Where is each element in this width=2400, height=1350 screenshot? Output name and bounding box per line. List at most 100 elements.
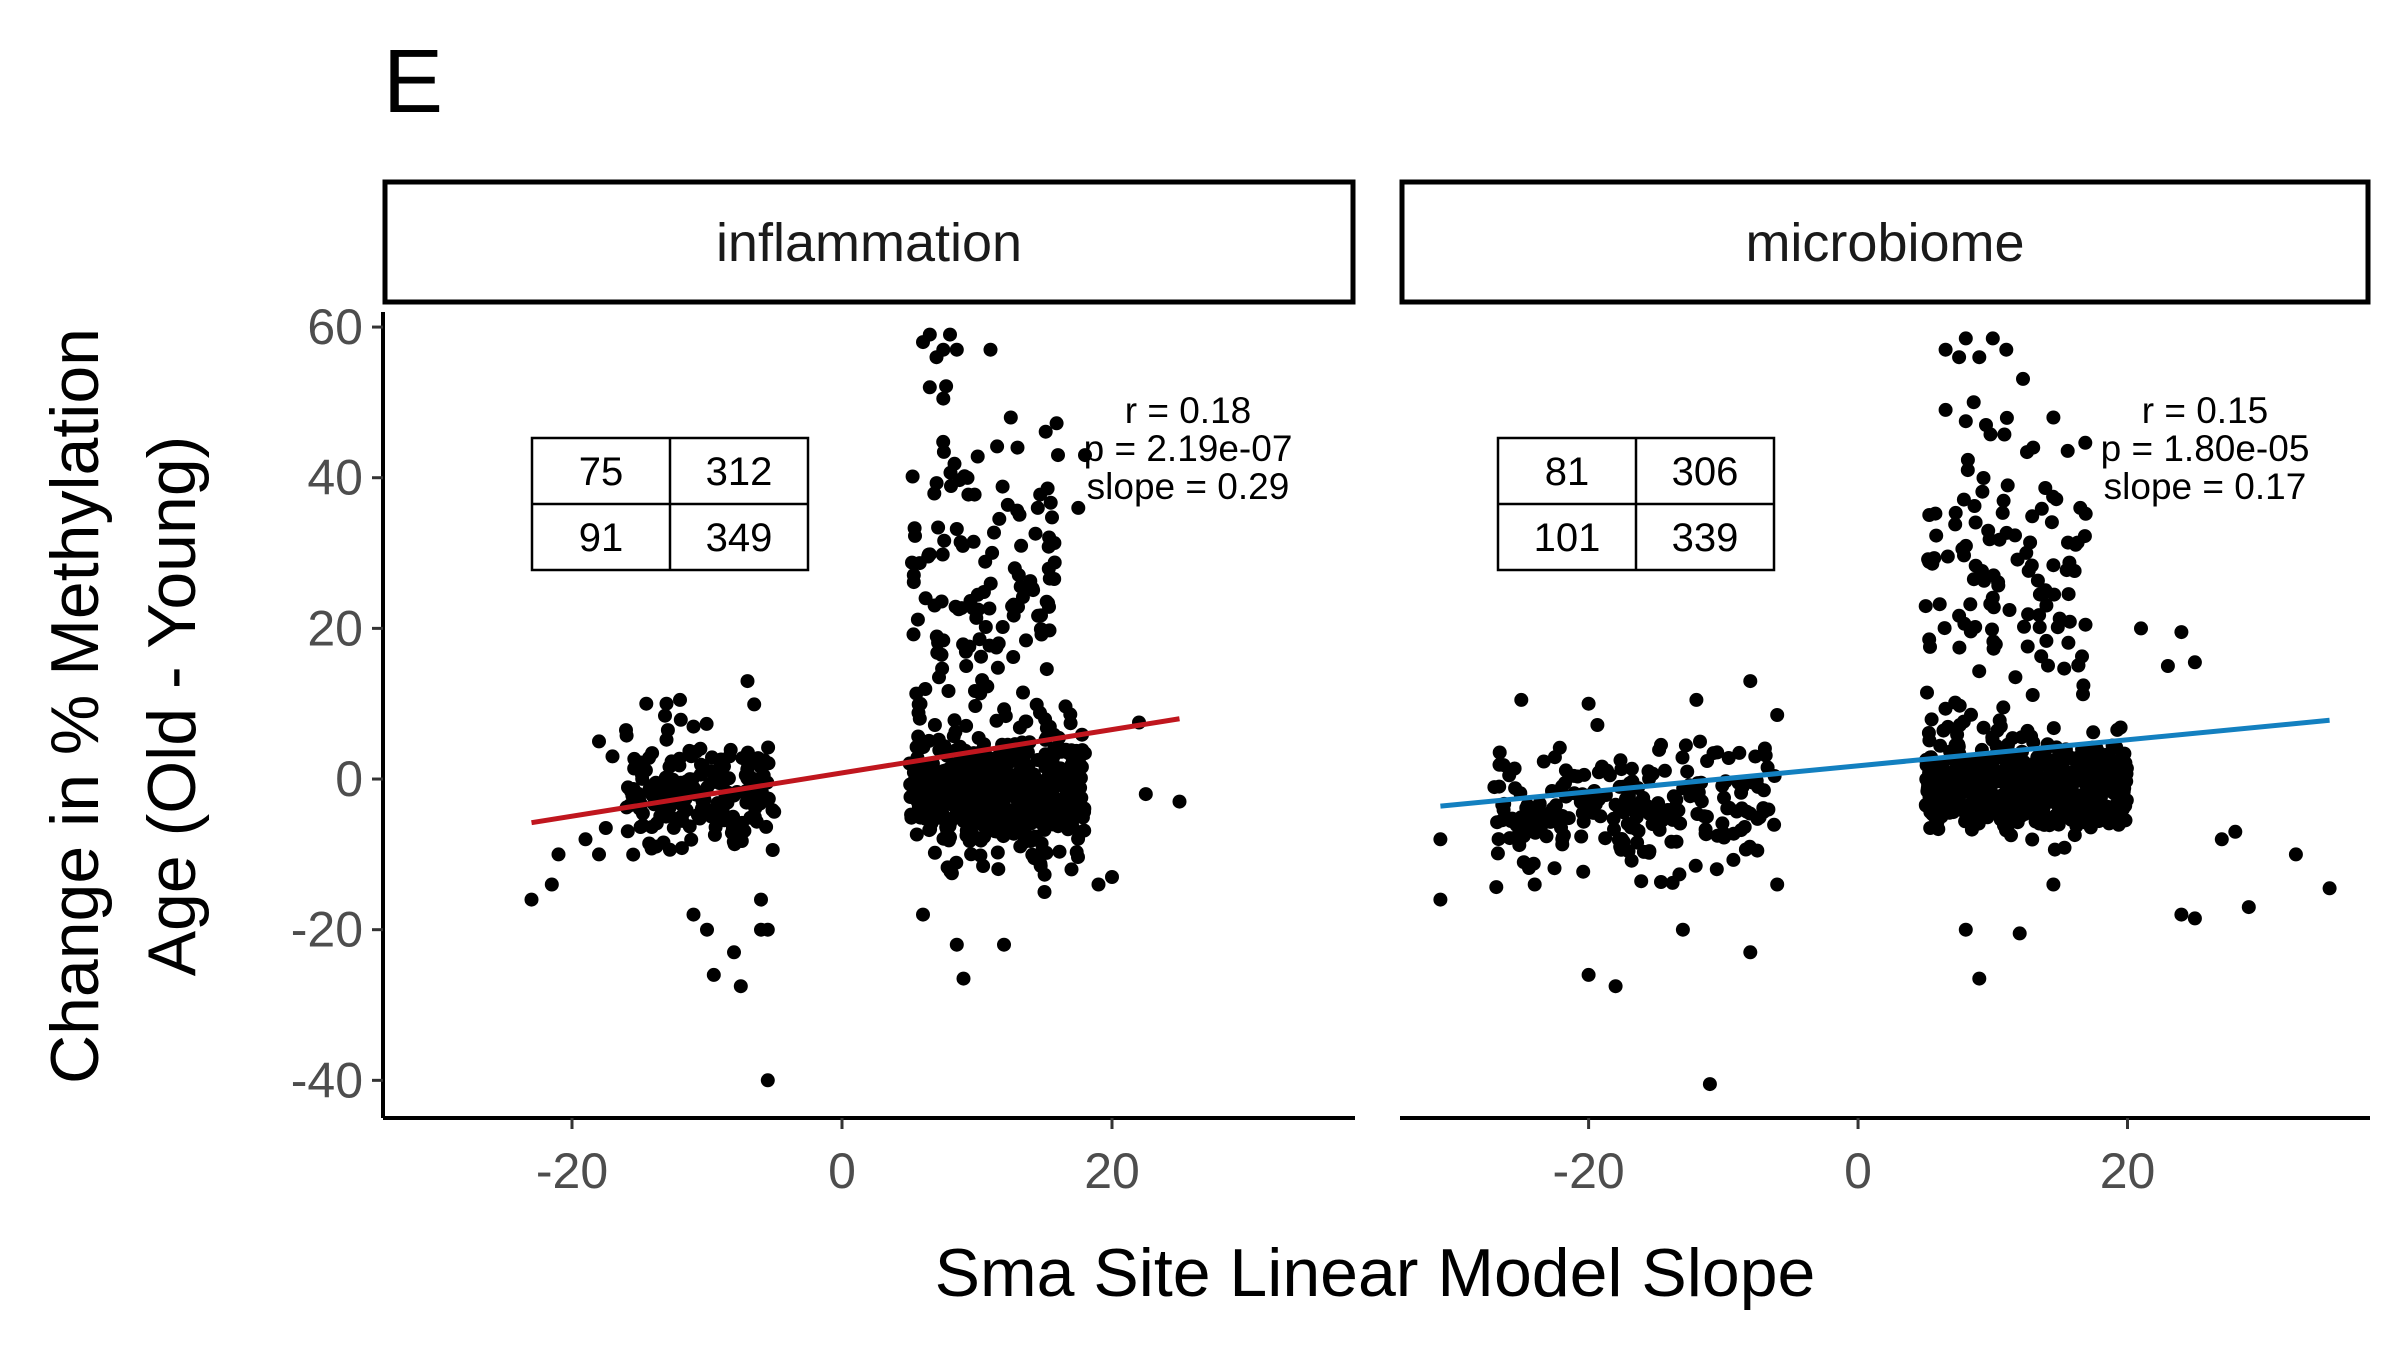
data-point xyxy=(1071,796,1086,811)
data-point xyxy=(1995,505,2010,520)
data-point xyxy=(976,585,991,599)
data-point xyxy=(707,827,722,842)
data-point xyxy=(949,342,964,357)
data-point xyxy=(1976,720,1991,735)
data-point xyxy=(1968,515,1983,530)
data-point xyxy=(2060,443,2075,458)
data-point xyxy=(1918,599,1933,614)
data-point xyxy=(619,723,633,738)
data-point xyxy=(1552,740,1567,755)
data-point xyxy=(1577,767,1592,782)
data-point xyxy=(1689,692,1704,707)
data-point xyxy=(990,660,1005,675)
data-point xyxy=(2187,911,2202,926)
data-point xyxy=(682,819,697,834)
data-point xyxy=(733,979,748,994)
data-point xyxy=(1655,813,1670,828)
data-point xyxy=(2020,639,2035,654)
data-point xyxy=(1952,796,1967,811)
panel-tag: E xyxy=(383,32,443,132)
data-point xyxy=(686,719,701,734)
data-point xyxy=(998,709,1013,724)
data-point xyxy=(693,767,708,782)
data-point xyxy=(648,775,663,790)
data-point xyxy=(932,743,947,758)
data-point xyxy=(1008,811,1023,825)
data-point xyxy=(989,640,1004,655)
data-point xyxy=(966,601,980,616)
data-point xyxy=(767,804,782,819)
data-point xyxy=(2322,881,2337,896)
stat-annotation: slope = 0.29 xyxy=(1087,466,1290,507)
data-point xyxy=(1070,770,1085,785)
data-point xyxy=(1666,802,1681,817)
data-point xyxy=(962,817,977,832)
data-point xyxy=(1016,685,1030,700)
data-point xyxy=(1041,771,1056,786)
data-point xyxy=(1555,837,1570,852)
scatter-points xyxy=(524,327,1187,1088)
data-point xyxy=(1770,708,1785,722)
facet-strip xyxy=(382,179,1356,305)
data-point xyxy=(1574,829,1589,844)
data-point xyxy=(1665,875,1680,890)
data-point xyxy=(1561,811,1576,826)
data-point xyxy=(2078,435,2093,450)
data-point xyxy=(1680,764,1695,779)
data-point xyxy=(1051,448,1065,463)
data-point xyxy=(936,391,951,406)
data-point xyxy=(1960,452,1975,467)
data-point xyxy=(1972,971,1987,986)
data-point xyxy=(1737,820,1752,834)
data-point xyxy=(2034,788,2049,803)
data-point xyxy=(929,629,944,644)
data-point xyxy=(635,768,649,783)
data-point xyxy=(912,556,927,571)
data-point xyxy=(2101,747,2116,761)
data-point xyxy=(1012,507,1027,522)
data-point xyxy=(2084,760,2099,775)
data-point xyxy=(1573,795,1588,809)
data-point xyxy=(953,535,968,550)
data-point xyxy=(706,967,721,982)
data-point xyxy=(1602,768,1617,783)
data-point xyxy=(639,696,654,711)
data-point xyxy=(1990,774,2005,789)
data-point xyxy=(2038,583,2053,598)
data-point xyxy=(760,922,775,937)
data-point xyxy=(760,1073,775,1088)
data-point xyxy=(2064,775,2079,790)
data-point xyxy=(972,632,987,647)
data-point xyxy=(1514,823,1529,838)
data-point xyxy=(1963,624,1978,639)
data-point xyxy=(2021,607,2036,622)
y-tick-label: -40 xyxy=(291,1052,363,1108)
data-point xyxy=(1657,763,1672,778)
data-point xyxy=(992,511,1007,526)
y-tick-label: -20 xyxy=(291,902,363,958)
data-point xyxy=(1027,851,1042,866)
data-point xyxy=(1010,440,1025,455)
data-point xyxy=(644,820,659,834)
data-point xyxy=(1607,822,1621,837)
data-point xyxy=(1037,885,1052,899)
data-point xyxy=(1034,627,1049,642)
data-point xyxy=(2008,670,2023,685)
data-point xyxy=(2059,804,2074,819)
data-point xyxy=(1528,825,1543,840)
data-point xyxy=(2007,772,2022,787)
data-point xyxy=(1019,800,1034,815)
data-point xyxy=(936,342,951,357)
data-point xyxy=(1690,807,1705,821)
data-point xyxy=(2038,481,2053,495)
data-point xyxy=(1654,875,1668,889)
data-point xyxy=(909,740,924,754)
data-point xyxy=(990,845,1005,860)
data-point xyxy=(956,971,971,986)
data-point xyxy=(978,554,993,569)
data-point xyxy=(1952,350,1967,365)
data-point xyxy=(1005,599,1020,614)
table-cell: 306 xyxy=(1672,450,1739,494)
data-point xyxy=(1598,831,1613,846)
